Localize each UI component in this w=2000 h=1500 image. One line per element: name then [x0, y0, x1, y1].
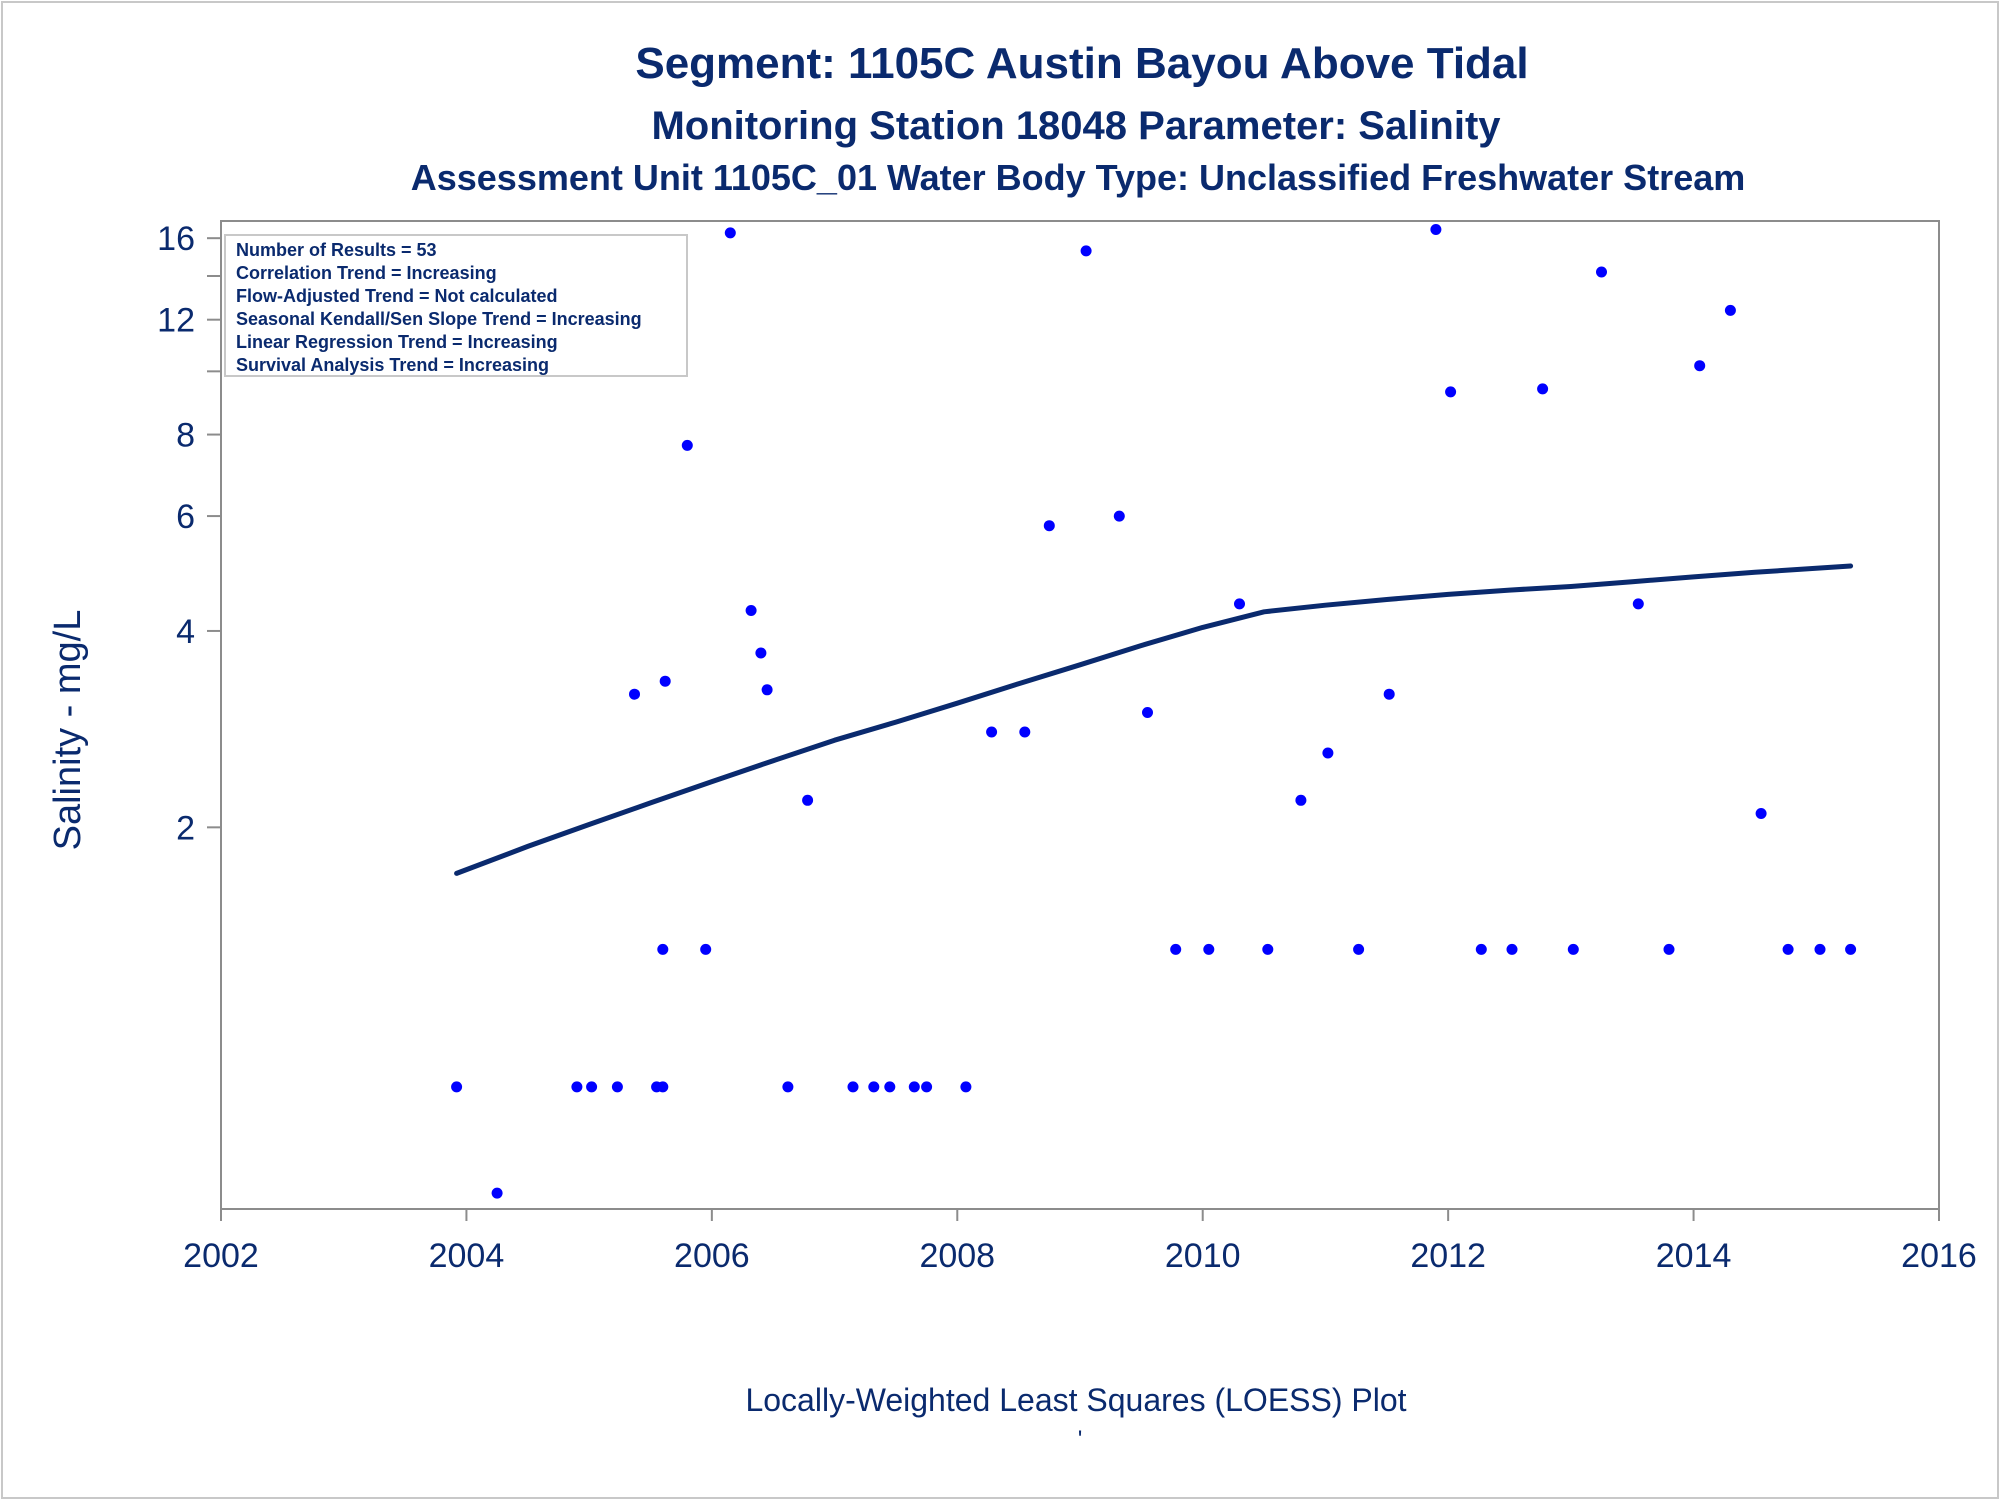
x-tick-label: 2010 — [1165, 1237, 1241, 1275]
loess-layer — [454, 563, 1854, 876]
data-point — [1663, 943, 1675, 955]
stats-line-survival: Survival Analysis Trend = Increasing — [236, 355, 549, 375]
data-point — [960, 1081, 972, 1093]
data-point — [847, 1081, 859, 1093]
loess-curve — [454, 563, 1854, 876]
data-point — [491, 1187, 503, 1199]
data-point — [908, 1081, 920, 1093]
footer-mark: ' — [1078, 1426, 1083, 1453]
data-point — [1782, 943, 1794, 955]
data-point — [755, 647, 767, 659]
stats-box-border — [224, 234, 688, 377]
data-point — [1043, 520, 1055, 532]
data-point — [451, 1081, 463, 1093]
data-point — [1234, 598, 1245, 610]
data-point — [629, 688, 640, 700]
y-tick-label: 2 — [176, 809, 195, 847]
x-tick-label: 2006 — [674, 1237, 750, 1275]
y-tick-label: 12 — [157, 302, 195, 340]
stats-line-linear-regression: Linear Regression Trend = Increasing — [236, 332, 558, 352]
y-tick-label: 16 — [157, 220, 195, 258]
data-point — [1142, 707, 1153, 718]
data-point — [700, 943, 712, 955]
data-point — [681, 439, 693, 451]
data-point — [1295, 794, 1307, 806]
stats-line-seasonal-kendall: Seasonal Kendall/Sen Slope Trend = Incre… — [236, 309, 642, 329]
x-tick-label: 2002 — [183, 1237, 259, 1275]
data-point — [986, 726, 998, 738]
data-point — [1203, 943, 1215, 955]
data-points — [451, 224, 1857, 1199]
data-point — [921, 1081, 933, 1093]
x-tick-label: 2016 — [1901, 1237, 1977, 1275]
data-point — [802, 794, 814, 806]
chart-subtitle-station: Monitoring Station 18048 Parameter: Sali… — [651, 104, 1501, 148]
data-point — [868, 1081, 880, 1093]
y-axis-label: Salinity - mg/L — [47, 610, 89, 851]
data-point — [1430, 224, 1442, 235]
x-tick-label: 2014 — [1656, 1237, 1732, 1275]
data-point — [1694, 360, 1706, 372]
data-point — [1383, 688, 1395, 700]
data-point — [586, 1081, 598, 1093]
stats-line-correlation: Correlation Trend = Increasing — [236, 263, 497, 283]
y-tick-label: 4 — [176, 613, 195, 651]
data-point — [724, 227, 736, 239]
stats-box: Number of Results = 53 Correlation Trend… — [224, 234, 688, 377]
data-point — [1537, 383, 1549, 395]
data-point — [1322, 747, 1334, 759]
data-point — [1567, 943, 1579, 955]
data-point — [611, 1081, 623, 1093]
data-point — [1262, 943, 1274, 955]
data-point — [1724, 304, 1736, 316]
data-point — [1845, 943, 1857, 955]
data-point — [1596, 266, 1607, 278]
x-tick-label: 2008 — [919, 1237, 995, 1275]
data-point — [1506, 943, 1518, 955]
data-point — [1113, 510, 1125, 522]
data-point — [571, 1081, 583, 1093]
data-point — [1353, 943, 1365, 955]
plot-area — [220, 220, 1940, 1210]
data-point — [659, 675, 671, 687]
data-point — [1080, 245, 1092, 257]
data-point — [1170, 943, 1182, 955]
plot-caption: Locally-Weighted Least Squares (LOESS) P… — [745, 1382, 1406, 1418]
data-point — [782, 1081, 794, 1093]
chart-subtitle-assessment: Assessment Unit 1105C_01 Water Body Type… — [411, 157, 1746, 198]
y-tick-label: 6 — [176, 498, 195, 536]
data-point — [745, 605, 757, 616]
data-point — [1475, 943, 1487, 955]
stats-line-flow-adjusted: Flow-Adjusted Trend = Not calculated — [236, 286, 558, 306]
data-point — [1019, 726, 1031, 738]
x-tick-label: 2004 — [429, 1237, 505, 1275]
chart-title: Segment: 1105C Austin Bayou Above Tidal — [635, 39, 1528, 88]
data-point — [884, 1081, 896, 1093]
data-point — [1445, 386, 1457, 398]
data-point — [657, 1081, 669, 1093]
data-point — [761, 684, 773, 696]
data-point — [1755, 808, 1767, 819]
x-tick-label: 2012 — [1410, 1237, 1486, 1275]
y-axis: 2 4 6 8 12 16 — [157, 220, 221, 847]
stats-line-results: Number of Results = 53 — [236, 240, 437, 260]
data-point — [1814, 943, 1826, 955]
data-point — [657, 943, 669, 955]
data-point — [1632, 598, 1644, 610]
y-tick-label: 8 — [176, 417, 195, 455]
x-axis: 2002 2004 2006 2008 2010 2012 2014 2016 — [183, 1209, 1977, 1275]
